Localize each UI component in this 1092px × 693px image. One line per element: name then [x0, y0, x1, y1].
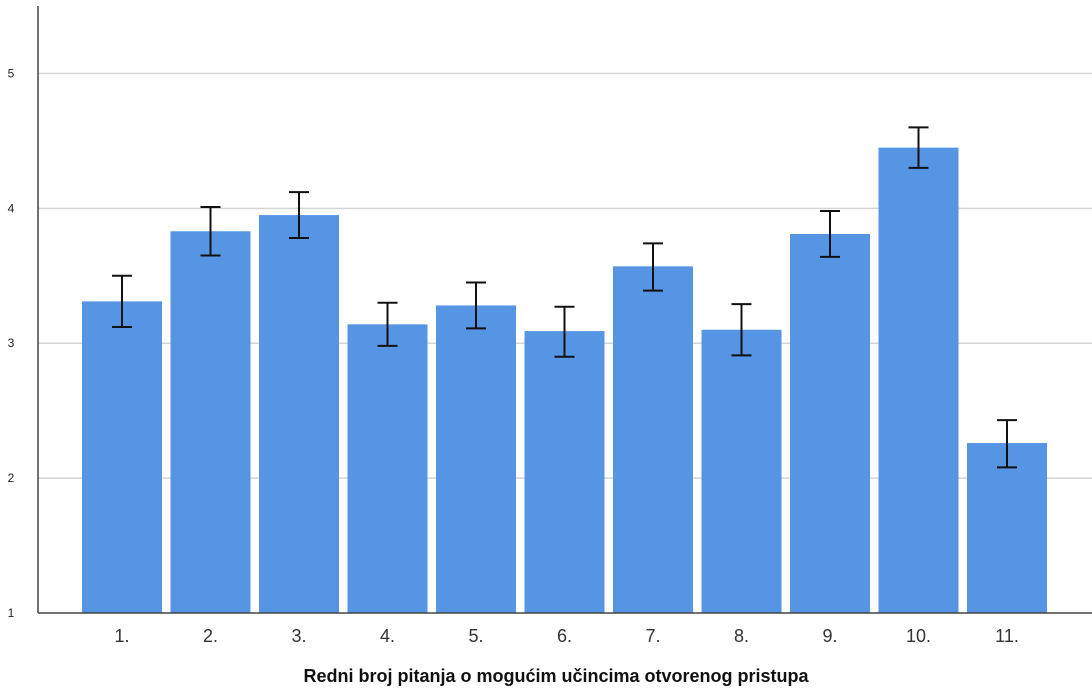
x-tick-label: 7.	[645, 626, 660, 646]
bar	[347, 324, 428, 613]
x-tick-label: 6.	[557, 626, 572, 646]
x-tick-label: 4.	[380, 626, 395, 646]
x-tick-label: 2.	[203, 626, 218, 646]
x-tick-labels: 1. 2. 3. 4. 5. 6. 7. 8. 9. 10. 11.	[114, 626, 1018, 646]
x-tick-label: 9.	[822, 626, 837, 646]
y-tick-labels: 1 2 3 4 5	[8, 66, 15, 620]
y-tick-label: 1	[8, 606, 15, 620]
y-tick-label: 3	[8, 336, 15, 350]
y-tick-label: 5	[8, 66, 15, 80]
x-tick-label: 11.	[995, 626, 1019, 646]
y-tick-label: 4	[8, 201, 15, 215]
x-tick-label: 8.	[734, 626, 749, 646]
bar	[790, 233, 870, 613]
error-bars	[112, 126, 1017, 469]
axes	[37, 6, 1092, 614]
x-tick-label: 10.	[906, 626, 931, 646]
y-tick-label: 2	[8, 471, 15, 485]
bar	[436, 305, 516, 613]
bar	[878, 147, 959, 613]
bars	[82, 147, 1047, 614]
bar	[170, 231, 251, 613]
x-axis-title: Redni broj pitanja o mogućim učincima ot…	[303, 666, 809, 686]
bar	[259, 215, 339, 614]
x-tick-label: 1.	[114, 626, 129, 646]
bar	[613, 266, 693, 613]
bar	[967, 443, 1047, 613]
bar	[524, 331, 605, 613]
bar	[82, 301, 162, 613]
x-tick-label: 3.	[291, 626, 306, 646]
bar	[701, 329, 782, 613]
x-tick-label: 5.	[468, 626, 483, 646]
